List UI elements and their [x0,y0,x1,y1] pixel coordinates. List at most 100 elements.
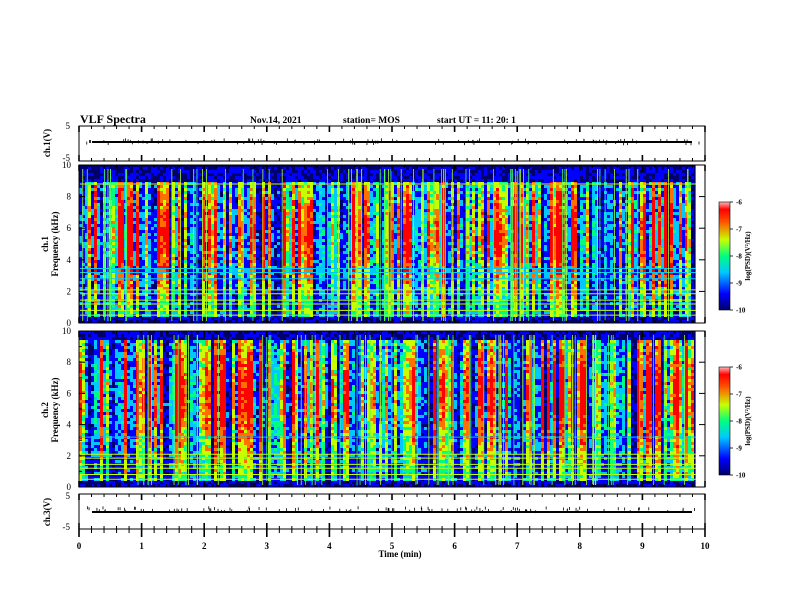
spectrogram-cell [274,176,277,179]
spectrogram-cell [130,251,133,254]
spectrogram-cell [301,305,304,308]
spectrogram-cell [133,185,136,188]
spectrogram-cell [349,224,352,227]
spectrogram-cell [106,194,109,197]
spectrogram-cell [253,272,256,275]
spectrogram-cell [115,308,118,311]
spectrogram-cell [340,194,343,197]
spectrogram-cell [319,284,322,287]
spectrogram-cell [184,311,187,314]
spectrogram-cell [211,194,214,197]
spectrogram-cell [88,242,91,245]
spectrogram-cell [154,206,157,209]
spectrogram-cell [328,215,331,218]
spectrogram-cell [211,311,214,314]
spectrogram-cell [226,317,229,320]
spectrogram-cell [241,197,244,200]
spectrogram-cell [328,230,331,233]
spectrogram-cell [271,251,274,254]
spectrogram-cell [211,260,214,263]
spectrogram-cell [91,308,94,311]
spectrogram-cell [256,167,259,170]
spectrogram-cell [94,212,97,215]
spectrogram-cell [184,218,187,221]
spectrogram-cell [181,194,184,197]
spectrogram-cell [163,215,166,218]
spectrogram-cell [340,221,343,224]
spectrogram-cell [331,266,334,269]
spectrogram-cell [115,224,118,227]
spectrogram-cell [202,311,205,314]
spectrogram-cell [313,206,316,209]
spectrogram-cell [304,218,307,221]
spectrogram-cell [232,200,235,203]
spectrogram-cell [328,227,331,230]
spectrogram-cell [295,317,298,320]
spectrogram-cell [223,293,226,296]
spectrogram-cell [226,257,229,260]
spectrogram-cell [196,266,199,269]
spectrogram-cell [271,191,274,194]
spectrogram-cell [244,245,247,248]
spectrogram-cell [241,257,244,260]
spectrogram-cell [226,203,229,206]
spectrogram-cell [181,308,184,311]
spectrogram-cell [313,224,316,227]
spectrogram-cell [343,230,346,233]
spectrogram-cell [274,242,277,245]
spectrogram-cell [247,308,250,311]
spectrogram-cell [175,170,178,173]
spectrogram-cell [139,305,142,308]
spectrogram-cell [199,224,202,227]
spectrogram-cell [220,230,223,233]
spectrogram-cell [295,230,298,233]
spectrogram-cell [301,230,304,233]
spectrogram-cell [211,173,214,176]
spectrogram-cell [112,275,115,278]
spectrogram-cell [112,290,115,293]
spectrogram-cell [244,305,247,308]
spectrogram-cell [235,212,238,215]
spectrogram-cell [271,185,274,188]
spectrogram-cell [334,206,337,209]
spectrogram-cell [184,281,187,284]
spectrogram-cell [319,281,322,284]
spectrogram-cell [202,275,205,278]
spectrogram-cell [187,188,190,191]
spectrogram-cell [241,212,244,215]
ch1-ytick-neg5: -5 [63,153,71,163]
spectrogram-cell [166,311,169,314]
spectrogram-cell [259,203,262,206]
spectrogram-cell [292,305,295,308]
spectrogram-cell [253,302,256,305]
spectrogram-cell [238,224,241,227]
spectrogram-cell [220,212,223,215]
spectrogram-cell [292,179,295,182]
spectrogram-cell [100,266,103,269]
spectrogram-cell [307,176,310,179]
spectrogram-cell [289,308,292,311]
spectrogram-cell [253,275,256,278]
spectrogram-cell [208,227,211,230]
spectrogram-cell [229,293,232,296]
spectrogram-cell [334,260,337,263]
spectrogram-cell [94,203,97,206]
spectrogram-cell [226,245,229,248]
spectrogram-cell [352,191,355,194]
spectrogram-cell [223,269,226,272]
spectrogram-cell [259,236,262,239]
spectrogram-cell [118,281,121,284]
spectrogram-cell [337,167,340,170]
spectrogram-cell [118,284,121,287]
spectrogram-cell [127,194,130,197]
spectrogram-cell [139,278,142,281]
spectrogram-cell [250,185,253,188]
spectrogram-cell [358,230,361,233]
spectrogram-cell [271,167,274,170]
spectrogram-cell [217,200,220,203]
spectrogram-cell [193,245,196,248]
spectrogram-cell [211,278,214,281]
spectrogram-cell [301,203,304,206]
spectrogram-cell [100,239,103,242]
spectrogram-cell [88,203,91,206]
